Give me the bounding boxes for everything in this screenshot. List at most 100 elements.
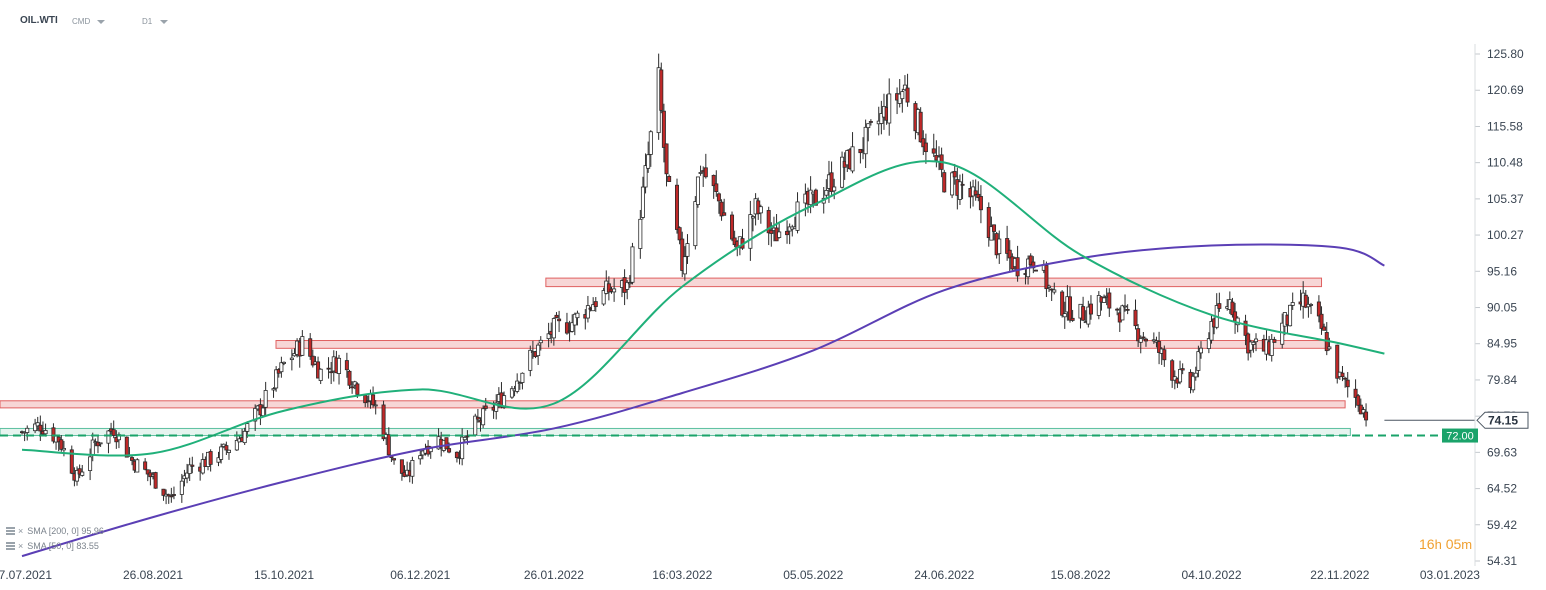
- candle: [1214, 293, 1219, 330]
- candle: [638, 209, 643, 259]
- price-tick-label: 90.05: [1487, 301, 1517, 315]
- candle: [695, 176, 700, 208]
- close-icon[interactable]: ×: [18, 526, 24, 536]
- legend-value: 83.55: [76, 541, 99, 551]
- time-tick-label: 22.11.2022: [1310, 568, 1369, 582]
- candle: [758, 204, 763, 224]
- candle: [868, 119, 873, 126]
- candle: [179, 473, 184, 503]
- candle: [517, 381, 522, 390]
- candle: [918, 107, 923, 143]
- candle: [271, 387, 276, 398]
- drag-handle-icon[interactable]: [6, 542, 15, 550]
- candle: [224, 441, 229, 456]
- time-tick-label: 15.10.2021: [254, 568, 314, 582]
- candle: [344, 352, 349, 378]
- time-tick-label: 15.08.2022: [1050, 568, 1110, 582]
- candle: [722, 198, 727, 216]
- price-tick-label: 59.42: [1487, 518, 1517, 532]
- candle: [716, 192, 721, 214]
- candle: [973, 179, 978, 201]
- candle: [551, 317, 556, 346]
- candle: [80, 464, 85, 477]
- candle: [564, 312, 569, 335]
- candle: [494, 394, 499, 420]
- candle: [536, 342, 541, 365]
- candle: [1178, 360, 1183, 385]
- price-tick-label: 105.37: [1487, 192, 1524, 206]
- last-price-tag: 74.15: [1476, 411, 1529, 429]
- candle: [612, 278, 617, 302]
- support-band: [0, 427, 1351, 437]
- close-icon[interactable]: ×: [18, 541, 24, 551]
- candle: [1107, 288, 1112, 317]
- candle: [88, 448, 93, 481]
- candle: [1248, 339, 1253, 358]
- candle: [381, 400, 386, 442]
- time-tick-label: 03.01.2023: [1420, 568, 1480, 582]
- candle: [863, 119, 868, 169]
- candle: [557, 310, 562, 333]
- candle: [515, 373, 520, 394]
- chevron-down-icon[interactable]: [160, 20, 168, 24]
- price-tick-label: 54.31: [1487, 554, 1517, 568]
- candle: [1005, 225, 1010, 261]
- candle: [444, 437, 449, 450]
- candle: [75, 466, 80, 486]
- candle: [630, 242, 635, 285]
- candle: [111, 420, 116, 439]
- candle: [1199, 341, 1204, 359]
- candle: [698, 165, 703, 176]
- candle: [1272, 336, 1277, 343]
- candle: [777, 222, 782, 239]
- instrument-type-label[interactable]: CMD: [72, 17, 91, 26]
- level-price-tag[interactable]: 72.00: [1442, 428, 1478, 443]
- time-axis: 07.07.2021 26.08.2021 15.10.2021 06.12.2021…: [0, 568, 1480, 582]
- candle: [538, 336, 543, 351]
- legend-params: [50, 0]: [48, 541, 74, 551]
- candle: [371, 386, 376, 408]
- candle: [350, 381, 355, 394]
- candle: [475, 409, 480, 423]
- candle: [960, 173, 965, 200]
- candle: [185, 463, 190, 484]
- drag-handle-icon[interactable]: [6, 527, 15, 535]
- interval-label[interactable]: D1: [142, 17, 153, 26]
- candle: [1288, 304, 1293, 327]
- candle: [77, 464, 82, 479]
- candle: [318, 368, 323, 385]
- candle: [43, 423, 48, 437]
- candle: [1033, 269, 1038, 272]
- candle: [1316, 295, 1321, 323]
- candle: [711, 174, 716, 199]
- candle: [38, 415, 43, 441]
- candle: [986, 202, 991, 247]
- candle: [289, 349, 294, 371]
- candle: [572, 312, 577, 336]
- candle: [418, 449, 423, 465]
- candle: [1209, 315, 1214, 344]
- time-tick-label: 04.10.2022: [1181, 568, 1241, 582]
- candle: [730, 211, 735, 242]
- symbol-label[interactable]: OIL.WTI: [20, 15, 58, 26]
- chevron-down-icon[interactable]: [97, 20, 105, 24]
- candle: [35, 416, 40, 431]
- price-tick-label: 110.48: [1487, 156, 1523, 170]
- candle: [593, 297, 598, 312]
- candle: [748, 200, 753, 261]
- sma-200-line: [21, 243, 1385, 558]
- candle: [1309, 302, 1314, 315]
- candle: [25, 425, 30, 441]
- candle: [135, 458, 140, 473]
- legend-sma-200[interactable]: × SMA [200, 0] 95.96: [6, 526, 104, 536]
- candle: [1343, 376, 1348, 388]
- time-tick-label: 26.08.2021: [123, 568, 183, 582]
- time-tick-label: 24.06.2022: [914, 568, 974, 582]
- candle: [740, 228, 745, 250]
- legend-sma-50[interactable]: × SMA [50, 0] 83.55: [6, 541, 99, 551]
- candle: [347, 369, 352, 389]
- candle: [997, 230, 1002, 264]
- candle: [69, 445, 74, 475]
- candle: [279, 356, 284, 378]
